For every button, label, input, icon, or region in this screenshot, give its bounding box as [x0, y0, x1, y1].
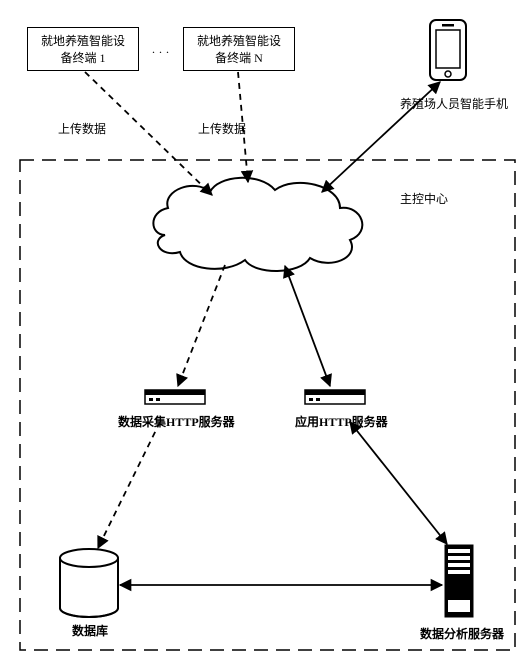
edge-internet-collect [178, 265, 225, 386]
database-label: 数据库 [72, 622, 108, 639]
terminal-n-node: 就地养殖智能设 备终端 N [183, 27, 295, 71]
app-server-label: 应用HTTP服务器 [295, 413, 388, 430]
terminal-1-line1: 就地养殖智能设 [41, 32, 125, 49]
control-center-label: 主控中心 [400, 190, 448, 207]
terminal-1-node: 就地养殖智能设 备终端 1 [27, 27, 139, 71]
terminal-ellipsis: ... [152, 42, 173, 57]
internet-label: 互联网 [232, 218, 286, 244]
upload-label-2: 上传数据 [198, 120, 246, 137]
terminal-n-line2: 备终端 N [215, 49, 263, 66]
app-server-icon [305, 390, 365, 404]
collect-server-label: 数据采集HTTP服务器 [118, 413, 235, 430]
analysis-server-label: 数据分析服务器 [420, 625, 504, 642]
smartphone-icon [430, 20, 466, 80]
edge-collect-database [98, 422, 160, 548]
database-icon [60, 549, 118, 617]
phone-label: 养殖场人员智能手机 [400, 95, 508, 112]
terminal-n-line1: 就地养殖智能设 [197, 32, 281, 49]
terminal-1-line2: 备终端 1 [60, 49, 105, 66]
edge-internet-app [285, 266, 330, 386]
collect-server-icon [145, 390, 205, 404]
edge-app-analysis [350, 422, 447, 544]
analysis-server-icon [445, 545, 473, 617]
upload-label-1: 上传数据 [58, 120, 106, 137]
